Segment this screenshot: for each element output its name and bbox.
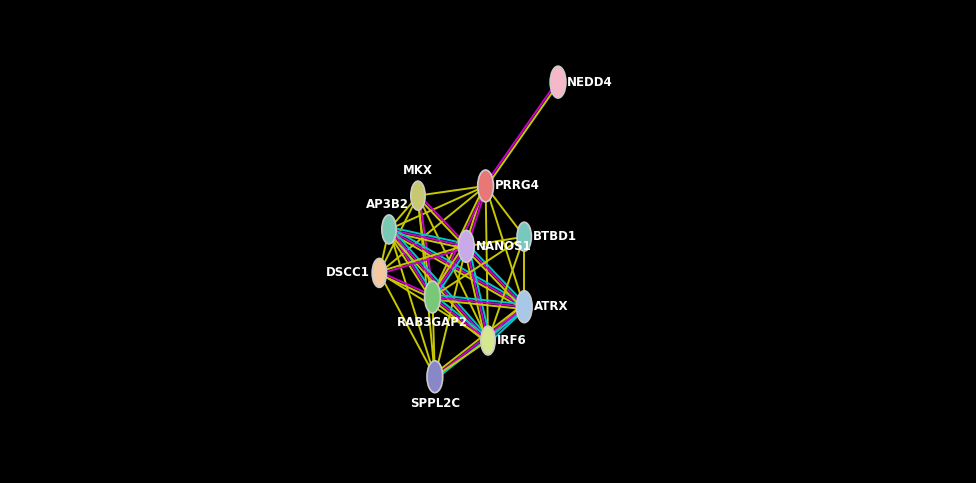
Ellipse shape (459, 230, 474, 262)
Ellipse shape (411, 181, 426, 210)
Text: AP3B2: AP3B2 (366, 198, 409, 211)
Ellipse shape (550, 66, 566, 98)
Text: BTBD1: BTBD1 (533, 230, 578, 243)
Text: ATRX: ATRX (534, 300, 568, 313)
Text: PRRG4: PRRG4 (495, 180, 540, 192)
Ellipse shape (477, 170, 494, 202)
Text: IRF6: IRF6 (497, 334, 527, 347)
Text: NANOS1: NANOS1 (476, 240, 532, 253)
Text: RAB3GAP2: RAB3GAP2 (397, 316, 468, 329)
Ellipse shape (517, 222, 531, 251)
Ellipse shape (425, 281, 440, 313)
Ellipse shape (516, 291, 532, 323)
Text: MKX: MKX (403, 164, 433, 177)
Text: DSCC1: DSCC1 (326, 267, 370, 279)
Text: SPPL2C: SPPL2C (410, 397, 460, 410)
Ellipse shape (382, 215, 396, 244)
Ellipse shape (481, 326, 495, 355)
Ellipse shape (372, 258, 386, 287)
Ellipse shape (427, 361, 443, 393)
Text: NEDD4: NEDD4 (567, 76, 613, 88)
